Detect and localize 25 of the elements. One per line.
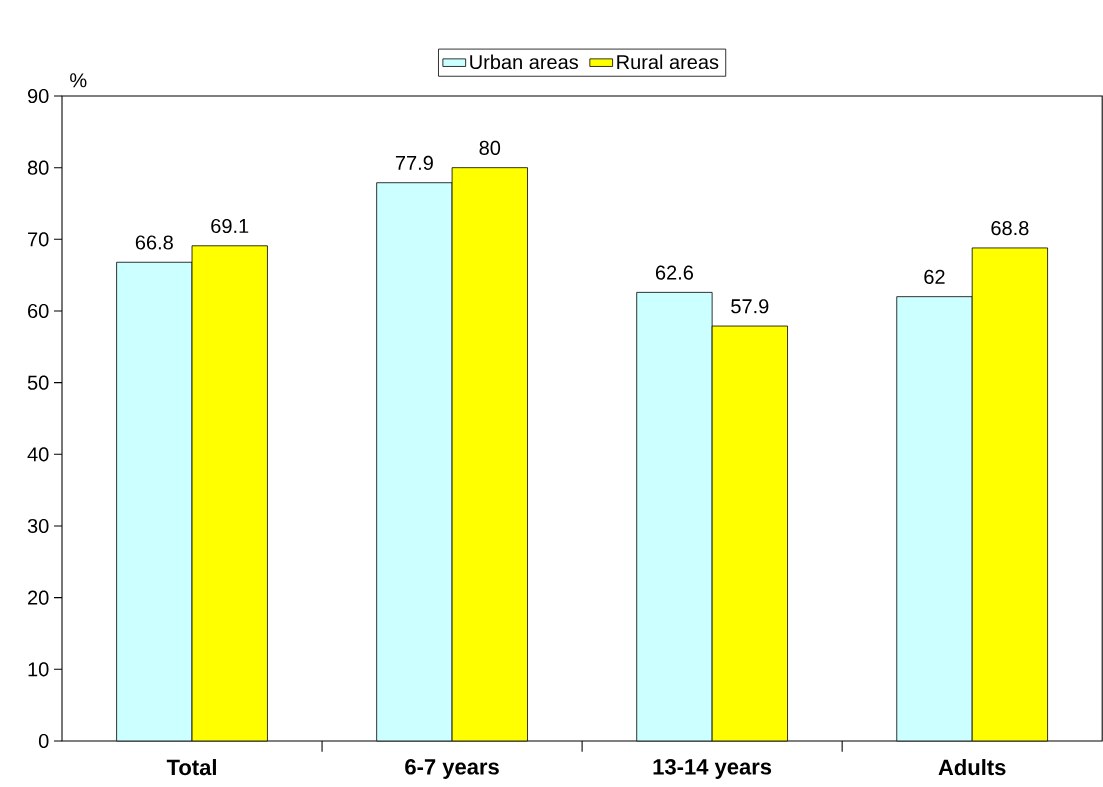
data-label: 62 bbox=[924, 269, 945, 284]
y-tick-label: 10 bbox=[28, 662, 49, 677]
y-tick-label: 0 bbox=[38, 733, 49, 749]
y-tick-label: 60 bbox=[28, 303, 49, 319]
y-tick-label: 20 bbox=[28, 590, 49, 605]
data-label: 69.1 bbox=[211, 218, 249, 234]
y-tick-label: 70 bbox=[28, 232, 49, 247]
y-tick-label: 40 bbox=[27, 447, 49, 462]
data-label: 62.6 bbox=[655, 265, 693, 280]
x-tick-label: Total bbox=[166, 759, 216, 776]
legend-label: Urban areas bbox=[470, 54, 578, 70]
x-tick-label: Adults bbox=[938, 759, 1006, 776]
y-tick-label: 90 bbox=[27, 88, 49, 104]
x-tick-label: 6-7 years bbox=[405, 759, 499, 779]
y-axis-title: % bbox=[70, 73, 87, 88]
data-label: 68.8 bbox=[991, 221, 1029, 236]
data-label: 66.8 bbox=[135, 235, 173, 250]
y-tick-label: 30 bbox=[27, 518, 49, 534]
x-tick-label: 13-14 years bbox=[653, 759, 772, 779]
data-label: 80 bbox=[479, 140, 501, 155]
y-tick-label: 80 bbox=[27, 160, 49, 175]
y-tick-label: 50 bbox=[27, 375, 49, 390]
legend-label: Rural areas bbox=[617, 54, 719, 70]
data-label: 57.9 bbox=[731, 299, 769, 314]
data-label: 77.9 bbox=[395, 155, 433, 170]
